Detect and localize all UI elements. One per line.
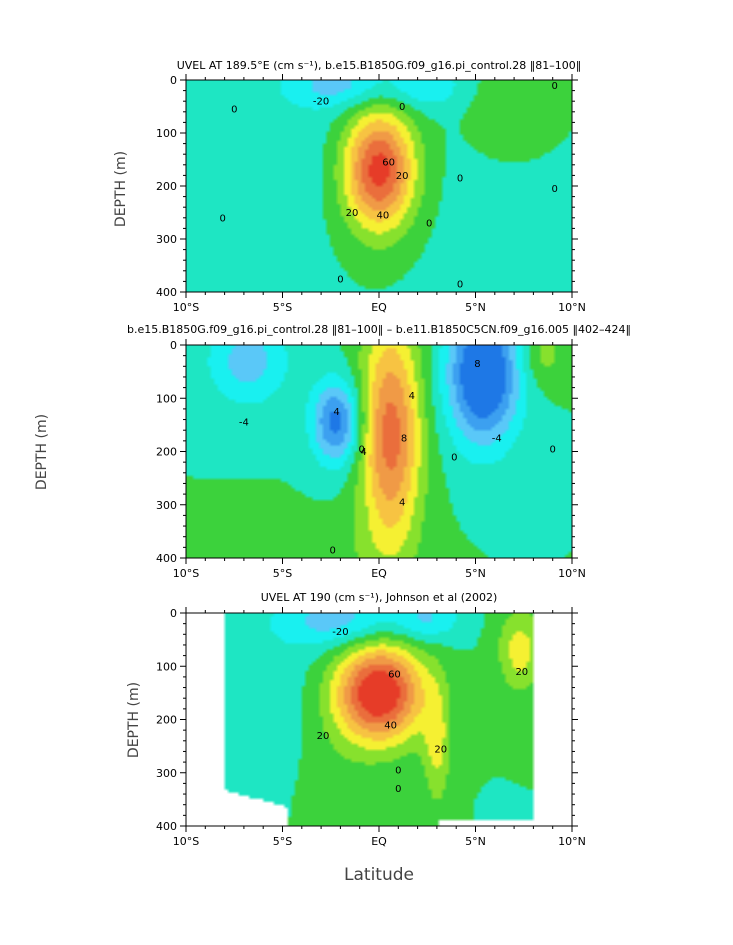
contour-label: 0 bbox=[550, 444, 556, 455]
y-tick-label: 100 bbox=[156, 392, 177, 405]
contour-label: 20 bbox=[317, 731, 330, 742]
panel-top-title: UVEL AT 189.5°E (cm s⁻¹), b.e15.B1850G.f… bbox=[177, 59, 582, 72]
contour-label: 8 bbox=[401, 434, 407, 445]
contour-label: 20 bbox=[396, 171, 409, 182]
x-tick-label: EQ bbox=[371, 301, 387, 314]
x-tick-label: 10°S bbox=[173, 567, 199, 580]
contour-label: 4 bbox=[409, 391, 415, 402]
y-tick-label: 0 bbox=[170, 339, 177, 352]
y-tick-label: 300 bbox=[156, 499, 177, 512]
contour-fill-image bbox=[186, 80, 572, 292]
y-tick-label: 400 bbox=[156, 286, 177, 299]
contour-label: 0 bbox=[231, 105, 237, 116]
contour-label: 0 bbox=[399, 102, 405, 113]
panel-middle: b.e15.B1850G.f09_g16.pi_control.28 ‖81–1… bbox=[34, 323, 631, 580]
contour-label: 0 bbox=[329, 546, 335, 557]
contour-label: 40 bbox=[384, 720, 397, 731]
y-tick-label: 400 bbox=[156, 820, 177, 833]
x-tick-label: 5°S bbox=[273, 301, 292, 314]
x-tick-label: 10°N bbox=[558, 567, 586, 580]
y-tick-label: 0 bbox=[170, 74, 177, 87]
contour-label: 0 bbox=[395, 766, 401, 777]
contour-label: -20 bbox=[332, 627, 348, 638]
contour-label: 4 bbox=[333, 407, 339, 418]
y-tick-label: 200 bbox=[156, 180, 177, 193]
contour-label: -4 bbox=[239, 418, 249, 429]
y-tick-label: 200 bbox=[156, 446, 177, 459]
contour-label: -4 bbox=[492, 434, 502, 445]
contour-label: 0 bbox=[219, 213, 225, 224]
y-tick-label: 0 bbox=[170, 607, 177, 620]
contour-label: 8 bbox=[474, 359, 480, 370]
contour-label: 4 bbox=[360, 447, 366, 458]
y-tick-label: 100 bbox=[156, 127, 177, 140]
contour-label: 0 bbox=[451, 452, 457, 463]
x-tick-label: EQ bbox=[371, 835, 387, 848]
x-tick-label: 5°N bbox=[465, 835, 486, 848]
x-axis-label: Latitude bbox=[344, 865, 414, 885]
panel-top: UVEL AT 189.5°E (cm s⁻¹), b.e15.B1850G.f… bbox=[113, 59, 586, 314]
panel-middle-title: b.e15.B1850G.f09_g16.pi_control.28 ‖81–1… bbox=[127, 323, 631, 336]
x-tick-label: 5°N bbox=[465, 301, 486, 314]
contour-label: 40 bbox=[376, 211, 389, 222]
contour-label: 4 bbox=[399, 498, 405, 509]
contour-fill-image bbox=[186, 345, 572, 558]
y-tick-label: 300 bbox=[156, 233, 177, 246]
contour-label: 0 bbox=[457, 280, 463, 291]
x-tick-label: 10°N bbox=[558, 301, 586, 314]
contour-label: 20 bbox=[346, 208, 359, 219]
contour-label: 60 bbox=[388, 670, 401, 681]
x-tick-label: EQ bbox=[371, 567, 387, 580]
contour-label: 0 bbox=[395, 784, 401, 795]
panel-middle-ylabel: DEPTH (m) bbox=[34, 414, 50, 490]
contour-label: 0 bbox=[457, 174, 463, 185]
contour-label: 0 bbox=[551, 184, 557, 195]
y-tick-label: 200 bbox=[156, 714, 177, 727]
panel-bottom: UVEL AT 190 (cm s⁻¹), Johnson et al (200… bbox=[126, 591, 586, 848]
x-tick-label: 5°S bbox=[273, 835, 292, 848]
panel-bottom-ylabel: DEPTH (m) bbox=[126, 682, 142, 758]
contour-fill-image bbox=[186, 613, 572, 826]
contour-label: 0 bbox=[426, 219, 432, 230]
panel-top-ylabel: DEPTH (m) bbox=[113, 151, 129, 227]
x-tick-label: 5°S bbox=[273, 567, 292, 580]
contour-label: 0 bbox=[551, 81, 557, 92]
contour-label: 60 bbox=[382, 158, 395, 169]
contour-label: 0 bbox=[358, 444, 364, 455]
y-tick-label: 100 bbox=[156, 660, 177, 673]
contour-label: 0 bbox=[337, 274, 343, 285]
y-tick-label: 300 bbox=[156, 767, 177, 780]
panel-bottom-title: UVEL AT 190 (cm s⁻¹), Johnson et al (200… bbox=[261, 591, 498, 604]
contour-label: 20 bbox=[434, 744, 447, 755]
contour-label: -20 bbox=[313, 97, 329, 108]
x-tick-label: 10°N bbox=[558, 835, 586, 848]
contour-label: 20 bbox=[515, 667, 528, 678]
y-tick-label: 400 bbox=[156, 552, 177, 565]
x-tick-label: 5°N bbox=[465, 567, 486, 580]
x-tick-label: 10°S bbox=[173, 301, 199, 314]
x-tick-label: 10°S bbox=[173, 835, 199, 848]
